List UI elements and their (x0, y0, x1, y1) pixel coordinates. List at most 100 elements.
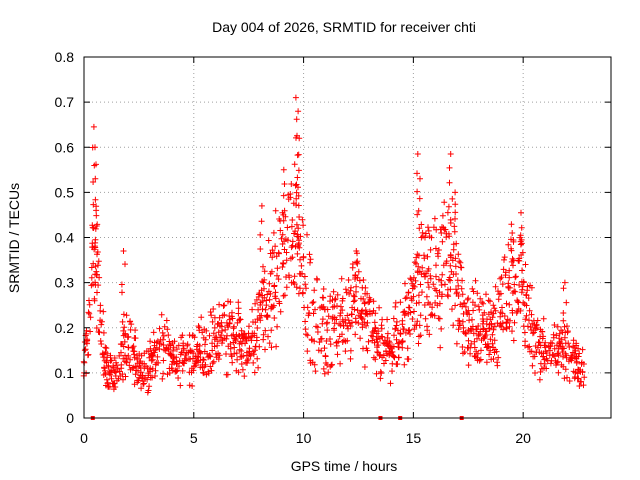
data-point (264, 291, 271, 298)
data-point (302, 326, 309, 333)
data-point (561, 279, 568, 286)
data-point (455, 326, 462, 333)
data-point (447, 151, 454, 157)
data-point (452, 209, 459, 216)
data-point (181, 360, 188, 367)
data-point (518, 240, 525, 247)
data-point (222, 326, 229, 333)
data-point (279, 264, 286, 270)
data-point (529, 330, 536, 337)
data-point (118, 349, 124, 356)
data-point (85, 351, 92, 358)
data-point (525, 344, 531, 351)
data-point (158, 341, 164, 347)
data-point (296, 237, 302, 244)
data-point (356, 277, 363, 284)
data-point (450, 322, 457, 329)
data-point (444, 209, 451, 216)
data-point (103, 345, 110, 352)
data-point (500, 326, 507, 333)
data-point (497, 290, 504, 297)
data-point (281, 292, 288, 299)
data-point (529, 362, 536, 369)
data-point (293, 116, 300, 123)
data-point (427, 301, 433, 308)
data-point (412, 277, 419, 284)
data-point (489, 340, 496, 347)
data-point (470, 330, 477, 337)
data-point (392, 303, 399, 310)
data-point (453, 271, 459, 277)
data-point (522, 316, 529, 323)
data-point (147, 365, 154, 372)
data-point (492, 283, 499, 290)
data-point (86, 310, 93, 317)
data-point (510, 257, 517, 264)
data-point (266, 340, 273, 347)
data-point (299, 216, 306, 223)
data-point (403, 294, 410, 301)
data-point (119, 318, 126, 325)
data-point (198, 314, 205, 321)
data-point (452, 263, 459, 270)
data-point (297, 285, 303, 292)
data-point (310, 310, 317, 317)
data-point (348, 284, 354, 291)
data-point (106, 383, 113, 390)
data-point (153, 344, 160, 351)
data-point (342, 286, 349, 293)
data-point (98, 341, 105, 347)
x-tick-label: 10 (296, 430, 312, 446)
data-point (325, 369, 332, 376)
data-point (487, 347, 494, 354)
data-point (526, 307, 533, 314)
data-point (447, 262, 454, 269)
data-point (466, 311, 473, 318)
data-point (415, 340, 422, 347)
data-point (86, 301, 93, 308)
data-point (505, 241, 512, 248)
data-point (399, 317, 406, 324)
data-point (102, 370, 109, 377)
data-point (510, 238, 517, 245)
data-point (581, 374, 588, 381)
data-point (418, 221, 425, 228)
data-point (468, 340, 475, 347)
data-point (422, 315, 429, 322)
data-point (264, 314, 271, 321)
data-point (95, 258, 102, 265)
data-point (196, 324, 203, 331)
data-point (292, 94, 299, 101)
data-point (160, 336, 166, 343)
data-point (422, 230, 429, 237)
data-point (416, 268, 423, 275)
data-point (414, 151, 421, 157)
data-point (176, 363, 182, 370)
y-axis-label: SRMTID / TECUs (6, 183, 22, 293)
data-point (578, 378, 585, 385)
data-point (532, 370, 538, 376)
data-point (112, 384, 119, 390)
data-point (481, 309, 488, 316)
data-point (445, 203, 452, 210)
data-point (370, 329, 377, 335)
data-point (179, 367, 186, 374)
data-point (123, 312, 130, 319)
data-point (415, 292, 422, 299)
data-point (332, 295, 339, 302)
data-point (292, 228, 299, 235)
data-point (318, 347, 325, 354)
data-point (108, 375, 115, 382)
data-point (309, 300, 316, 306)
data-point (263, 297, 270, 304)
data-point (262, 327, 269, 334)
data-point (293, 189, 300, 196)
data-point (121, 338, 128, 345)
data-point (387, 380, 394, 387)
data-point (560, 345, 567, 352)
data-point (395, 354, 402, 361)
data-point (494, 362, 501, 369)
data-point (284, 237, 291, 244)
data-point (268, 268, 275, 275)
